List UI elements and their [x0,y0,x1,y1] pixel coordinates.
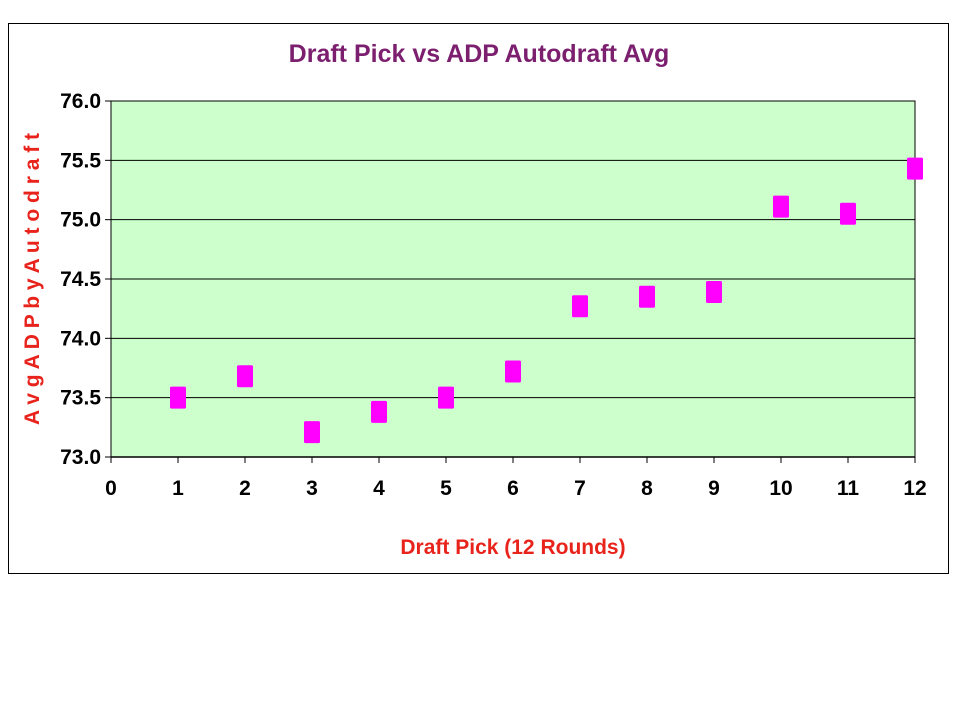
data-point-10 [773,195,789,218]
data-point-6 [505,360,521,383]
y-tick-label-1: 73.5 [60,387,101,410]
y-tick-label-4: 75.0 [60,209,101,232]
x-tick-label-8: 8 [641,477,653,500]
scatter-chart: Draft Pick vs ADP Autodraft Avg 73.0 73.5… [21,40,927,559]
chart-title: Draft Pick vs ADP Autodraft Avg [289,40,670,68]
y-axis-title: A v g A D P b y A u t o d r a f t [21,133,44,425]
y-axis-ticks: 73.0 73.5 74.0 74.5 75.0 75.5 76.0 [60,90,111,469]
x-tick-label-7: 7 [574,477,586,500]
y-tick-label-6: 76.0 [60,90,101,113]
data-point-12 [907,157,923,180]
data-point-4 [371,400,387,423]
y-tick-label-0: 73.0 [60,446,101,469]
x-tick-label-0: 0 [105,477,117,500]
data-point-11 [840,202,856,225]
x-tick-label-5: 5 [440,477,452,500]
x-tick-label-2: 2 [239,477,251,500]
data-point-1 [170,386,186,409]
x-tick-label-4: 4 [373,477,385,500]
y-tick-label-5: 75.5 [60,149,101,172]
x-tick-label-12: 12 [903,477,926,500]
x-tick-label-9: 9 [708,477,720,500]
x-tick-label-10: 10 [769,477,792,500]
data-point-5 [438,386,454,409]
chart-frame: Draft Pick vs ADP Autodraft Avg 73.0 73.5… [8,23,949,574]
x-axis-title: Draft Pick (12 Rounds) [400,536,625,559]
x-tick-label-6: 6 [507,477,519,500]
data-point-9 [706,281,722,304]
data-point-3 [304,421,320,444]
data-markers [170,157,923,444]
data-point-2 [237,365,253,388]
x-tick-label-3: 3 [306,477,318,500]
y-tick-label-2: 74.0 [60,327,101,350]
data-point-7 [572,295,588,318]
x-axis-ticks: 0 1 2 3 4 5 6 7 8 9 10 11 12 [105,456,927,500]
gridlines [111,100,915,399]
data-point-8 [639,285,655,308]
x-tick-label-1: 1 [172,477,184,500]
x-tick-label-11: 11 [837,477,860,500]
y-tick-label-3: 74.5 [60,268,101,291]
